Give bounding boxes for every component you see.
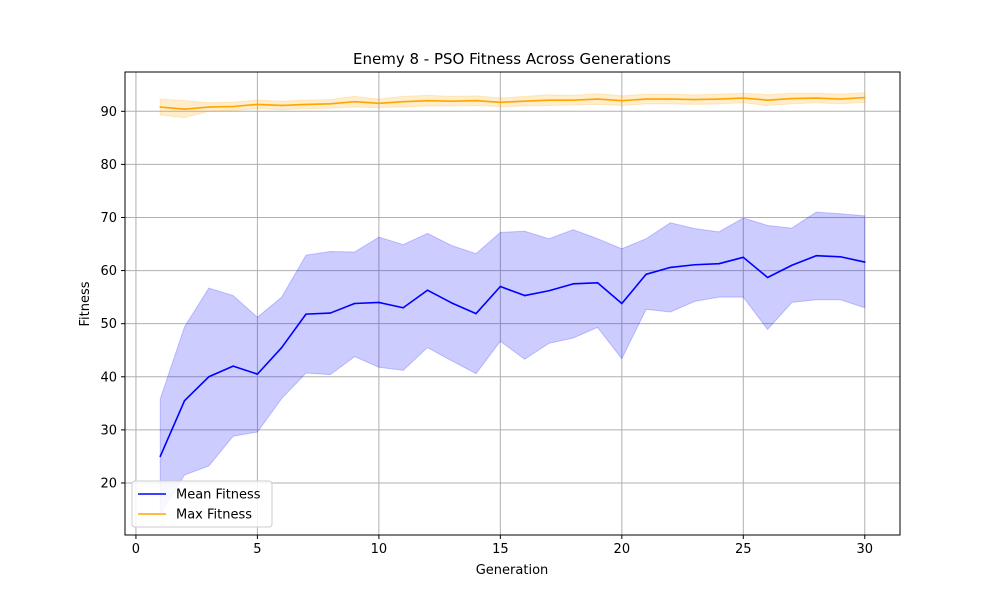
mean-fitness-point bbox=[791, 264, 793, 267]
mean-fitness-point bbox=[183, 399, 186, 402]
plot-area bbox=[125, 72, 900, 535]
max-fitness-point bbox=[499, 101, 502, 104]
mean-fitness-point bbox=[742, 256, 745, 259]
mean-fitness-point bbox=[863, 261, 866, 263]
y-tick-label: 40 bbox=[100, 370, 117, 385]
max-fitness-point bbox=[596, 98, 599, 100]
x-tick-label: 0 bbox=[132, 542, 140, 557]
y-tick-label: 20 bbox=[100, 476, 117, 491]
mean-fitness-band bbox=[159, 211, 866, 516]
max-fitness-point bbox=[669, 98, 672, 100]
max-fitness-point bbox=[766, 99, 769, 101]
y-tick-label: 70 bbox=[100, 211, 117, 226]
max-fitness-line bbox=[160, 96, 865, 110]
mean-fitness-point bbox=[232, 365, 234, 367]
x-axis-label: Generation bbox=[476, 563, 549, 578]
x-tick-label: 10 bbox=[371, 542, 388, 557]
series-lines bbox=[159, 96, 866, 458]
mean-fitness-point bbox=[523, 294, 526, 297]
max-fitness-point bbox=[353, 100, 356, 103]
mean-fitness-point bbox=[766, 276, 769, 279]
mean-fitness-point bbox=[426, 289, 429, 292]
grid bbox=[125, 72, 900, 535]
mean-fitness-point bbox=[596, 281, 599, 284]
x-tick-label: 15 bbox=[492, 542, 509, 557]
legend-label-mean-fitness: Mean Fitness bbox=[176, 488, 261, 503]
y-tick-label: 60 bbox=[100, 264, 117, 279]
mean-fitness-point bbox=[475, 312, 477, 315]
mean-fitness-point bbox=[645, 273, 647, 276]
x-tick-label: 25 bbox=[735, 542, 752, 557]
max-fitness-point bbox=[329, 103, 332, 105]
max-fitness-point bbox=[645, 98, 647, 100]
max-fitness-point bbox=[256, 103, 259, 106]
y-axis-label: Fitness bbox=[78, 281, 93, 326]
mean-fitness-point bbox=[378, 301, 380, 304]
mean-fitness-point bbox=[329, 312, 332, 314]
max-fitness-point bbox=[426, 99, 429, 102]
max-fitness-point bbox=[839, 98, 842, 100]
mean-fitness-point bbox=[256, 373, 259, 375]
max-fitness-point bbox=[742, 97, 745, 99]
max-fitness-point bbox=[208, 106, 210, 108]
max-fitness-point bbox=[402, 100, 404, 103]
max-fitness-point bbox=[621, 99, 623, 102]
mean-fitness-point bbox=[548, 289, 550, 292]
max-fitness-point bbox=[718, 98, 720, 100]
mean-fitness-point bbox=[839, 255, 842, 258]
max-fitness-point bbox=[548, 99, 550, 101]
x-tick-label: 5 bbox=[253, 542, 261, 557]
max-fitness-point bbox=[450, 100, 453, 103]
mean-fitness-point bbox=[815, 254, 817, 257]
max-fitness-point bbox=[280, 104, 283, 107]
mean-fitness-point bbox=[450, 302, 453, 304]
mean-fitness-line bbox=[159, 254, 865, 457]
plot-frame bbox=[124, 71, 901, 536]
mean-fitness-point bbox=[669, 266, 672, 269]
mean-fitness-point bbox=[621, 302, 623, 305]
max-fitness-point bbox=[159, 106, 162, 108]
max-fitness-point bbox=[863, 96, 866, 99]
max-fitness-point bbox=[791, 97, 793, 100]
max-fitness-point bbox=[305, 103, 307, 106]
max-fitness-point bbox=[693, 98, 696, 101]
y-axis-ticks: 20 30 40 50 60 70 80 90 bbox=[100, 105, 125, 491]
mean-fitness-point bbox=[305, 313, 307, 315]
y-tick-label: 30 bbox=[100, 423, 117, 438]
mean-fitness-point bbox=[499, 285, 502, 288]
chart-title: Enemy 8 - PSO Fitness Across Generations bbox=[353, 50, 671, 68]
x-tick-label: 30 bbox=[856, 542, 873, 557]
mean-fitness-point bbox=[572, 283, 575, 285]
max-fitness-point bbox=[475, 99, 477, 102]
mean-fitness-point bbox=[159, 455, 162, 458]
max-fitness-point bbox=[378, 102, 380, 105]
mean-fitness-point bbox=[693, 263, 696, 266]
max-fitness-point bbox=[183, 108, 186, 110]
max-fitness-point bbox=[232, 105, 234, 108]
legend-label-max-fitness: Max Fitness bbox=[176, 508, 252, 523]
mean-fitness-point bbox=[718, 262, 720, 265]
mean-fitness-point bbox=[280, 346, 283, 349]
max-fitness-point bbox=[815, 97, 817, 99]
y-tick-label: 80 bbox=[100, 158, 117, 173]
x-tick-label: 20 bbox=[614, 542, 631, 557]
max-fitness-point bbox=[523, 100, 526, 103]
mean-fitness-point bbox=[208, 375, 210, 378]
y-tick-label: 90 bbox=[100, 105, 117, 120]
legend-box bbox=[131, 480, 273, 528]
max-fitness-point bbox=[572, 99, 575, 101]
legend: Mean Fitness Max Fitness bbox=[131, 480, 273, 528]
y-tick-label: 50 bbox=[100, 317, 117, 332]
x-axis-ticks: 0 5 10 15 20 25 30 bbox=[132, 535, 873, 557]
mean-fitness-point bbox=[353, 302, 356, 305]
mean-fitness-point bbox=[402, 306, 404, 309]
